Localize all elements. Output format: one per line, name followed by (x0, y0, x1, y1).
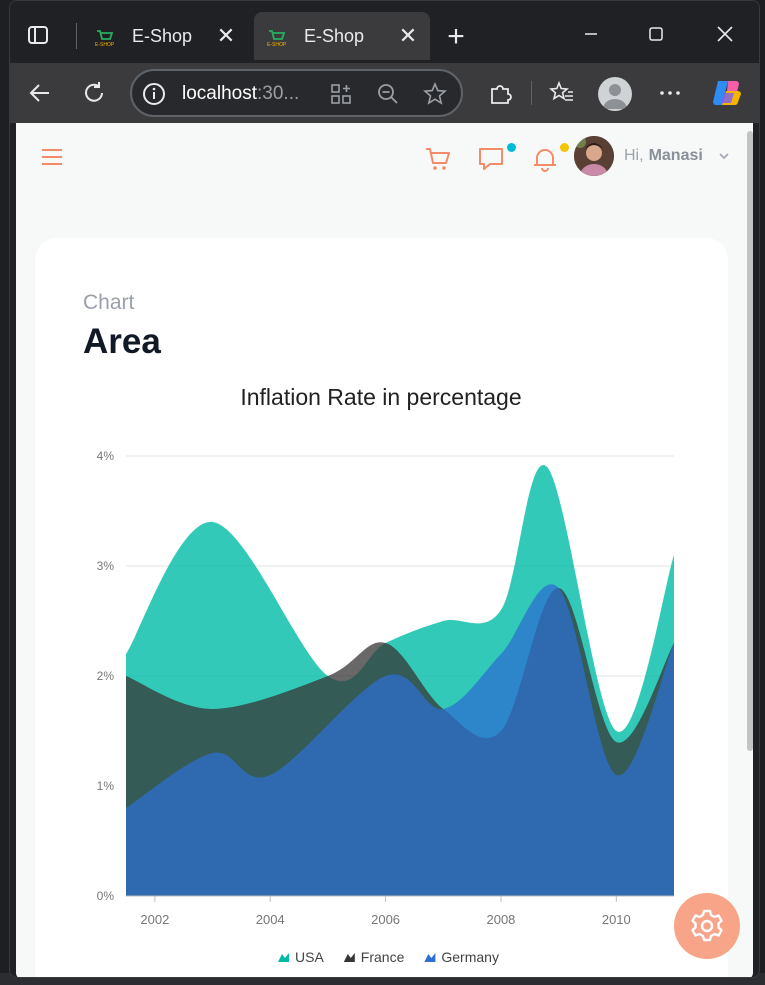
more-options-icon[interactable] (654, 77, 686, 109)
legend-label: Germany (441, 949, 499, 965)
browser-window: E-SHOP E-Shop ✕ E-SHOP E-Shop ✕ + (9, 0, 760, 978)
legend-label: USA (295, 949, 324, 965)
close-tab-icon[interactable]: ✕ (216, 23, 236, 48)
chat-icon[interactable] (477, 145, 505, 173)
hamburger-menu-icon[interactable] (40, 145, 64, 169)
minimize-icon[interactable] (573, 19, 609, 49)
x-tick-label: 2008 (486, 912, 515, 927)
page-scrollbar[interactable] (747, 131, 753, 751)
chart-legend: USA France Germany (278, 949, 499, 965)
chart-axes: 2002 2004 2006 2008 2010 (126, 895, 674, 927)
y-tick-label: 4% (97, 449, 115, 463)
legend-item-france[interactable]: France (343, 949, 405, 965)
favorites-icon[interactable] (546, 77, 578, 109)
profile-avatar-icon[interactable] (598, 77, 632, 111)
chat-badge (507, 143, 516, 152)
toolbar-separator (531, 81, 532, 105)
chevron-down-icon[interactable] (718, 149, 730, 161)
user-greeting[interactable]: Hi, Manasi (624, 147, 703, 165)
greeting-text: Hi, (624, 147, 644, 164)
site-info-icon[interactable] (142, 82, 166, 106)
favorite-star-icon[interactable] (423, 81, 447, 106)
tab-title: E-Shop (304, 25, 365, 46)
legend-label: France (361, 949, 405, 965)
url-host: localhost (182, 83, 257, 104)
refresh-icon[interactable] (78, 77, 110, 109)
user-avatar[interactable] (574, 136, 614, 176)
eshop-favicon-icon: E-SHOP (264, 24, 288, 48)
tab-separator (76, 23, 77, 49)
area-chart: Inflation Rate in percentage 0%1%2%3%4% … (97, 384, 674, 965)
legend-swatch (424, 953, 436, 962)
cart-icon[interactable] (424, 145, 452, 173)
sidebar-toggle-icon[interactable] (26, 23, 50, 47)
y-tick-label: 3% (97, 559, 115, 573)
maximize-icon[interactable] (638, 19, 674, 49)
legend-swatch (343, 953, 355, 962)
page-viewport: Hi, Manasi Chart Area Inflation Rate in p… (16, 123, 753, 977)
x-tick-label: 2010 (602, 912, 631, 927)
area-series-germany[interactable] (126, 584, 674, 896)
x-tick-label: 2006 (371, 912, 400, 927)
settings-fab[interactable] (674, 893, 740, 959)
url-port: :30... (257, 83, 300, 104)
breadcrumb: Chart (83, 291, 135, 314)
url-text: localhost:30... (182, 83, 299, 105)
y-tick-label: 1% (97, 779, 115, 793)
close-tab-icon[interactable]: ✕ (398, 23, 418, 48)
user-name: Manasi (648, 147, 703, 164)
browser-toolbar: localhost:30... (10, 63, 759, 123)
y-tick-label: 2% (97, 669, 115, 683)
eshop-favicon-icon: E-SHOP (92, 24, 116, 48)
tab-bar: E-SHOP E-Shop ✕ E-SHOP E-Shop ✕ + (10, 1, 759, 63)
chart-title: Inflation Rate in percentage (240, 384, 521, 410)
tab-eshop-2[interactable]: E-SHOP E-Shop ✕ (254, 12, 430, 60)
svg-text:E-SHOP: E-SHOP (95, 42, 115, 47)
app-available-icon[interactable] (329, 82, 353, 106)
y-tick-label: 0% (97, 889, 115, 903)
x-tick-label: 2004 (256, 912, 285, 927)
notification-bell-icon[interactable] (531, 145, 559, 173)
extensions-icon[interactable] (484, 77, 516, 109)
legend-item-usa[interactable]: USA (278, 949, 324, 965)
new-tab-button[interactable]: + (447, 20, 465, 53)
zoom-out-icon[interactable] (376, 82, 400, 106)
close-window-icon[interactable] (707, 19, 743, 49)
address-bar[interactable]: localhost:30... (130, 69, 463, 117)
gear-icon (691, 909, 723, 942)
back-icon[interactable] (24, 77, 56, 109)
notification-badge (560, 143, 569, 152)
tab-eshop-1[interactable]: E-SHOP E-Shop ✕ (82, 12, 248, 60)
app-header: Hi, Manasi (16, 123, 747, 193)
tab-title: E-Shop (132, 25, 193, 46)
chart-areas (126, 464, 674, 896)
legend-item-germany[interactable]: Germany (424, 949, 499, 965)
svg-text:E-SHOP: E-SHOP (267, 42, 287, 47)
copilot-icon[interactable] (710, 75, 746, 111)
legend-swatch (278, 953, 289, 962)
page-title: Area (83, 322, 161, 361)
chart-card: Chart Area Inflation Rate in percentage … (35, 238, 728, 977)
x-tick-label: 2002 (140, 912, 169, 927)
